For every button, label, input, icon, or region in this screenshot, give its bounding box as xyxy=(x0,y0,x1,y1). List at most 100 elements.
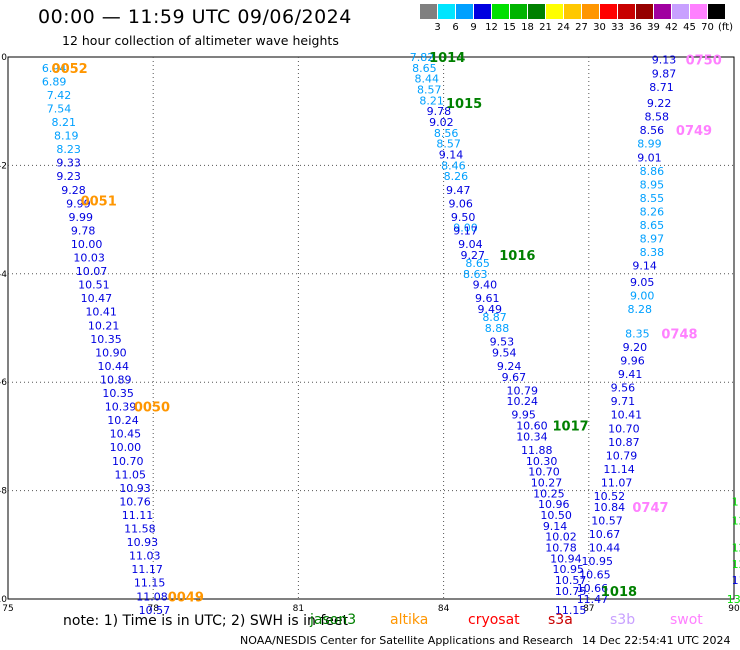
wave-height-value: 9.78 xyxy=(427,105,452,118)
legend-label: 18 xyxy=(521,22,534,33)
legend-label: 6 xyxy=(452,22,459,33)
y-tick-label: -2 xyxy=(0,161,7,171)
wave-height-value: 10.00 xyxy=(110,441,142,454)
wave-height-value: 9.96 xyxy=(620,355,645,368)
pass-number-label: 1018 xyxy=(601,585,637,600)
wave-height-value: 11.03 xyxy=(129,550,161,563)
pass-number-label: 0749 xyxy=(676,124,712,139)
wave-height-value: 9.47 xyxy=(446,184,471,197)
wave-height-value: 11.47 xyxy=(577,593,609,606)
legend-label: 70 xyxy=(701,22,714,33)
wave-height-value: 10.95 xyxy=(582,555,614,568)
legend-label: (ft) xyxy=(717,22,734,33)
wave-height-value: 11.08 xyxy=(136,590,168,603)
wave-height-value: 9.06 xyxy=(448,197,473,210)
legend-label: 3 xyxy=(434,22,441,33)
wave-height-value: 8.71 xyxy=(649,81,674,94)
y-tick-label: 0 xyxy=(1,53,7,63)
y-tick-label: -4 xyxy=(0,270,7,280)
wave-height-value: 10.96 xyxy=(538,498,570,511)
wave-height-value: 10.07 xyxy=(76,265,108,278)
wave-height-value: 8.26 xyxy=(640,205,665,218)
legend-label: 24 xyxy=(557,22,570,33)
wave-height-value: 8.21 xyxy=(52,116,76,129)
legend-swatch xyxy=(420,4,437,19)
wave-height-value: 10.50 xyxy=(540,509,572,522)
wave-height-value: 12 xyxy=(732,514,740,527)
legend-swatch xyxy=(438,4,455,19)
x-tick-label: 75 xyxy=(2,604,13,614)
wave-height-value: 10.75 xyxy=(555,585,587,598)
wave-height-value: 10.95 xyxy=(553,563,585,576)
wave-height-value: 11.07 xyxy=(601,476,633,489)
wave-height-value: 8.38 xyxy=(640,246,665,259)
chart-title: 00:00 — 11:59 UTC 09/06/2024 xyxy=(38,6,352,28)
legend-swatch xyxy=(618,4,635,19)
pass-number-label: 1014 xyxy=(429,51,465,66)
legend-swatch xyxy=(690,4,707,19)
wave-height-value: 9.14 xyxy=(439,149,464,162)
wave-height-value: 10.27 xyxy=(531,476,563,489)
wave-height-value: 10.60 xyxy=(516,420,548,433)
wave-height-value: 8.87 xyxy=(482,311,507,324)
wave-height-value: 9.40 xyxy=(473,279,498,292)
wave-height-value: 8.65 xyxy=(412,62,437,75)
wave-height-value: 10.66 xyxy=(577,582,609,595)
wave-height-value: 6.94 xyxy=(42,62,67,75)
legend-swatch xyxy=(600,4,617,19)
wave-height-value: 8.57 xyxy=(417,84,442,97)
legend-label: 42 xyxy=(665,22,678,33)
wave-height-value: 12 xyxy=(732,542,740,555)
wave-height-value: 8.58 xyxy=(644,111,669,124)
wave-height-value: 9.14 xyxy=(632,260,657,273)
satellite-label-altika: altika xyxy=(390,612,429,628)
legend-swatch xyxy=(492,4,509,19)
wave-height-value: 11.05 xyxy=(114,468,146,481)
legend-label: 12 xyxy=(485,22,498,33)
wave-height-value: 10.87 xyxy=(608,436,640,449)
wave-height-value: 9.05 xyxy=(630,276,655,289)
wave-height-value: 10.67 xyxy=(589,528,621,541)
wave-height-value: 8.57 xyxy=(436,138,461,151)
x-tick-label: 90 xyxy=(728,604,740,614)
pass-number-label: 0051 xyxy=(81,195,117,210)
legend-swatch xyxy=(582,4,599,19)
wave-height-value: 9.54 xyxy=(492,346,517,359)
pass-number-label: 1017 xyxy=(553,420,589,435)
wave-height-value: 11.58 xyxy=(124,523,156,536)
wave-height-value: 9.22 xyxy=(647,97,672,110)
chart-subtitle: 12 hour collection of altimeter wave hei… xyxy=(62,33,339,48)
legend-swatch xyxy=(708,4,725,19)
satellite-label-s3a: s3a xyxy=(548,612,573,628)
wave-height-value: 9.99 xyxy=(69,211,94,224)
wave-height-value: 10.93 xyxy=(119,482,151,495)
wave-height-value: 11.15 xyxy=(134,577,166,590)
wave-height-value: 9.27 xyxy=(461,249,486,262)
wave-height-value: 9.14 xyxy=(543,520,568,533)
wave-height-value: 10.30 xyxy=(526,455,558,468)
wave-height-value: 7.42 xyxy=(47,89,72,102)
wave-height-value: 10.35 xyxy=(90,333,122,346)
pass-number-label: 1015 xyxy=(446,97,482,112)
wave-height-value: 9.87 xyxy=(652,67,677,80)
wave-height-value: 11.9 xyxy=(732,574,740,587)
wave-height-value: 9.23 xyxy=(56,170,81,183)
wave-height-value: 10.90 xyxy=(95,346,127,359)
wave-height-value: 7.82 xyxy=(410,51,435,64)
wave-height-value: 10.84 xyxy=(594,501,626,514)
legend-label: 39 xyxy=(647,22,660,33)
wave-height-value: 8.88 xyxy=(485,322,510,335)
wave-height-value: 9.53 xyxy=(490,336,514,349)
wave-height-value: 8.46 xyxy=(441,159,466,172)
wave-height-value: 9.71 xyxy=(611,395,636,408)
wave-height-value: 9.24 xyxy=(497,360,521,373)
wave-height-value: 11.88 xyxy=(521,444,553,457)
wave-height-value: 10.52 xyxy=(594,490,626,503)
pass-number-label: 0050 xyxy=(134,401,170,416)
wave-height-value: 10.41 xyxy=(85,306,117,319)
wave-height-value: 10.24 xyxy=(507,395,539,408)
pass-number-label: 0748 xyxy=(661,327,697,342)
wave-height-value: 9.61 xyxy=(475,292,500,305)
wave-height-value: 10.94 xyxy=(550,552,582,565)
